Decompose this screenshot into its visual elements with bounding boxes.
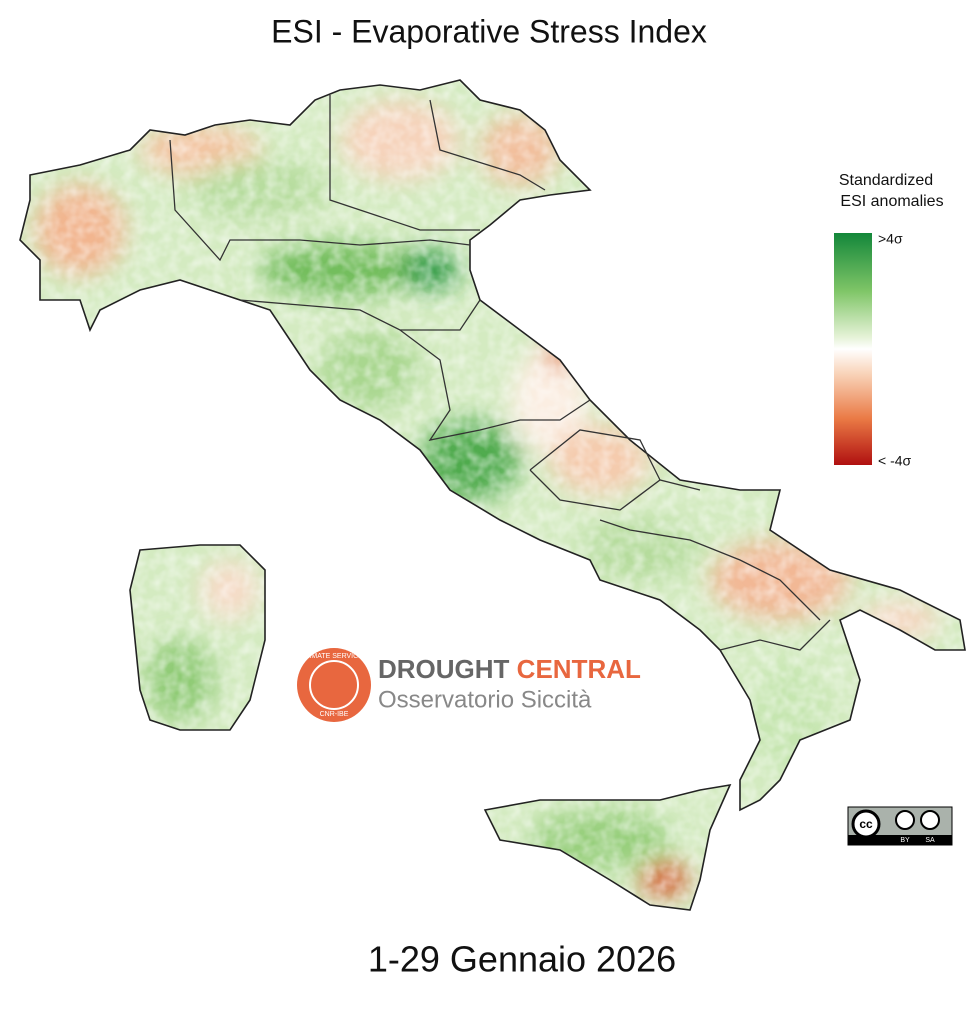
legend-title: ESI anomalies [840,193,943,210]
esi-map [20,80,965,910]
legend-max-label: >4σ [878,231,903,247]
logo-word: DROUGHT CENTRAL [378,654,641,684]
logo-ring-bottom: CNR-IBE [320,711,349,718]
region-borders [169,95,831,651]
map-title: ESI - Evaporative Stress Index [271,13,707,49]
logo-subtitle: Osservatorio Siccità [378,686,592,713]
cc-mark: cc [859,817,873,831]
cc-license: cc BY SA [847,806,953,846]
logo-word2: CENTRAL [517,654,641,684]
map-date: 1-29 Gennaio 2026 [368,939,676,980]
legend-colorbar [834,233,872,465]
logo-badge [297,648,371,722]
cc-by: BY [900,837,910,844]
cc-sa: SA [925,837,935,844]
logo-word1: DROUGHT [378,654,510,684]
logo: CLIMATE SERVICES CNR-IBE DROUGHT CENTRAL… [297,648,641,722]
legend-min-label: < -4σ [878,453,912,469]
legend-title: Standardized [839,172,933,189]
logo-ring-top: CLIMATE SERVICES [300,653,367,660]
logo-ring [309,660,359,710]
